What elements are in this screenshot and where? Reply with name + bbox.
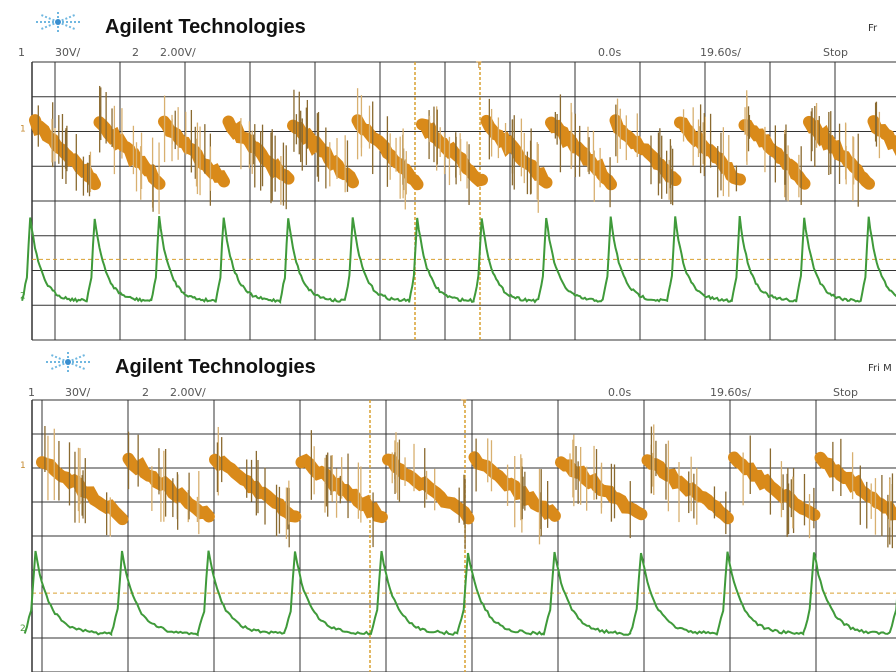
brand: Agilent Technologies (105, 16, 306, 38)
brand: Agilent Technologies (115, 356, 316, 378)
marker-ch1: 1 (20, 461, 26, 471)
status-ch2: 2 (132, 46, 139, 59)
screenshot: Agilent Technologies Fr 1 30V/2 2.00V/0.0s 19… (0, 0, 896, 672)
status-mode: Stop (823, 46, 848, 59)
date: Fr (868, 23, 878, 34)
status-ch1: 1 (18, 46, 25, 59)
status-delay: 0.0s (608, 386, 631, 399)
status-timebase: 19.60s/ (700, 46, 741, 59)
status-mode: Stop (833, 386, 858, 399)
status-ch2-scale: 2.00V/ (170, 386, 206, 399)
page: {"panels": [ {"header": {"brand": "Agile… (0, 0, 896, 672)
status-ch1-scale: 30V/ (55, 46, 81, 59)
marker-ch1: 1 (20, 125, 26, 135)
date: Fri M (868, 363, 892, 374)
status-ch1-scale: 30V/ (65, 386, 91, 399)
logo-core (65, 359, 71, 365)
status-delay: 0.0s (598, 46, 621, 59)
background (0, 0, 896, 672)
marker-trigger: T (460, 399, 467, 409)
logo-core (55, 19, 61, 25)
marker-trigger: T (475, 61, 482, 71)
status-ch1: 1 (28, 386, 35, 399)
status-timebase: 19.60s/ (710, 386, 751, 399)
status-ch2-scale: 2.00V/ (160, 46, 196, 59)
status-ch2: 2 (142, 386, 149, 399)
